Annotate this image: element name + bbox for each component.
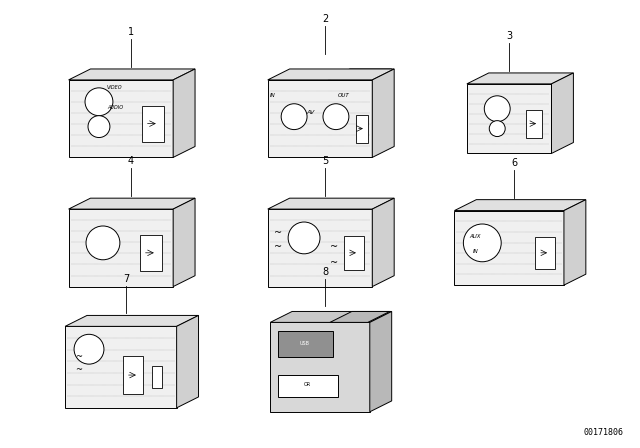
Polygon shape <box>467 73 573 84</box>
Polygon shape <box>552 73 573 154</box>
Polygon shape <box>68 209 173 287</box>
Polygon shape <box>372 198 394 287</box>
Bar <box>142 106 164 142</box>
Polygon shape <box>268 80 372 157</box>
Text: 4: 4 <box>128 156 134 166</box>
Polygon shape <box>173 198 195 287</box>
Bar <box>344 236 364 270</box>
Polygon shape <box>467 84 552 154</box>
Text: AUX: AUX <box>470 234 481 239</box>
Bar <box>535 237 555 269</box>
Polygon shape <box>270 323 370 412</box>
Polygon shape <box>268 198 394 209</box>
Text: IN: IN <box>472 249 478 254</box>
Text: ~: ~ <box>330 258 338 268</box>
Text: USB: USB <box>300 341 310 346</box>
Circle shape <box>489 121 505 137</box>
Polygon shape <box>173 69 195 157</box>
Text: 6: 6 <box>511 158 517 168</box>
Text: ~: ~ <box>75 365 82 374</box>
Text: ~: ~ <box>75 352 82 361</box>
Polygon shape <box>68 198 195 209</box>
Polygon shape <box>270 311 392 323</box>
Polygon shape <box>328 69 392 80</box>
Bar <box>356 115 368 142</box>
Text: 1: 1 <box>128 27 134 37</box>
Circle shape <box>74 334 104 364</box>
Circle shape <box>88 116 110 138</box>
Polygon shape <box>68 80 173 157</box>
Bar <box>152 366 162 388</box>
Text: ~: ~ <box>274 228 282 238</box>
Text: 3: 3 <box>506 31 512 41</box>
Text: OUT: OUT <box>338 93 349 98</box>
Polygon shape <box>564 200 586 285</box>
Text: ~: ~ <box>274 242 282 252</box>
Text: VIDEO: VIDEO <box>107 85 122 90</box>
Circle shape <box>85 88 113 116</box>
Text: IN: IN <box>270 93 276 98</box>
Polygon shape <box>454 211 564 285</box>
Text: OR: OR <box>303 382 310 387</box>
Polygon shape <box>372 69 394 157</box>
Polygon shape <box>177 315 198 408</box>
Text: 7: 7 <box>123 274 129 284</box>
Polygon shape <box>268 209 372 287</box>
Text: ~: ~ <box>330 242 338 252</box>
Polygon shape <box>65 315 198 326</box>
Polygon shape <box>330 311 390 323</box>
Circle shape <box>463 224 501 262</box>
Bar <box>278 375 338 397</box>
Circle shape <box>86 226 120 260</box>
Polygon shape <box>65 326 177 408</box>
Polygon shape <box>68 69 195 80</box>
Circle shape <box>288 222 320 254</box>
Circle shape <box>484 96 510 122</box>
Text: AUDIO: AUDIO <box>107 105 123 110</box>
Text: 2: 2 <box>322 14 328 24</box>
Polygon shape <box>454 200 586 211</box>
Bar <box>526 110 542 138</box>
Text: 00171806: 00171806 <box>584 428 623 437</box>
Bar <box>123 356 143 394</box>
Circle shape <box>281 104 307 129</box>
Polygon shape <box>370 311 392 412</box>
Bar <box>278 332 333 357</box>
Text: AV: AV <box>306 110 314 115</box>
Text: 5: 5 <box>322 156 328 166</box>
Text: 8: 8 <box>322 267 328 277</box>
Polygon shape <box>268 69 394 80</box>
Circle shape <box>323 104 349 129</box>
Bar <box>140 235 162 271</box>
